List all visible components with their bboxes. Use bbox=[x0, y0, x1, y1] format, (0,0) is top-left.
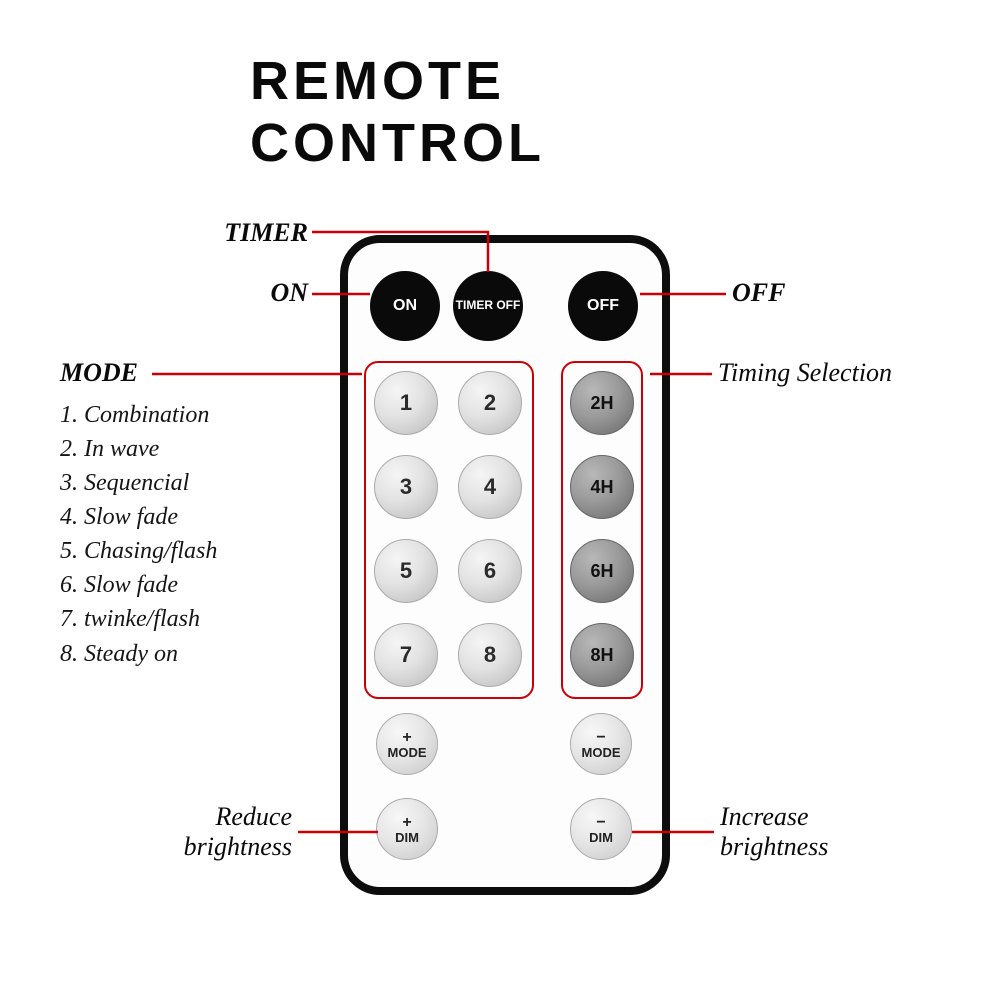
remote-body: ON TIMER OFF OFF 1 2 3 4 5 6 7 8 2H 4H 6… bbox=[340, 235, 670, 895]
mode-list-item: 7. twinke/flash bbox=[60, 602, 217, 636]
off-button[interactable]: OFF bbox=[568, 271, 638, 341]
timing-selection-label: Timing Selection bbox=[718, 358, 892, 388]
mode-list-item: 4. Slow fade bbox=[60, 500, 217, 534]
mode-section-label: MODE bbox=[60, 358, 138, 388]
mode-label: MODE bbox=[388, 746, 427, 759]
off-label: OFF bbox=[732, 278, 785, 308]
minus-icon: − bbox=[596, 815, 605, 831]
plus-icon: + bbox=[402, 730, 411, 746]
mode-list-item: 5. Chasing/flash bbox=[60, 534, 217, 568]
dim-minus-button[interactable]: − DIM bbox=[570, 798, 632, 860]
mode-list: 1. Combination 2. In wave 3. Sequencial … bbox=[60, 398, 217, 671]
mode-list-item: 6. Slow fade bbox=[60, 568, 217, 602]
mode-list-item: 8. Steady on bbox=[60, 637, 217, 671]
dim-plus-button[interactable]: + DIM bbox=[376, 798, 438, 860]
increase-brightness-label: Increase brightness bbox=[720, 802, 828, 862]
mode-minus-button[interactable]: − MODE bbox=[570, 713, 632, 775]
dim-label: DIM bbox=[395, 831, 419, 844]
mode-label: MODE bbox=[582, 746, 621, 759]
mode-plus-button[interactable]: + MODE bbox=[376, 713, 438, 775]
minus-icon: − bbox=[596, 730, 605, 746]
mode-list-item: 1. Combination bbox=[60, 398, 217, 432]
mode-list-item: 3. Sequencial bbox=[60, 466, 217, 500]
timing-group-box bbox=[561, 361, 643, 699]
mode-list-item: 2. In wave bbox=[60, 432, 217, 466]
on-label: ON bbox=[252, 278, 308, 308]
dim-label: DIM bbox=[589, 831, 613, 844]
plus-icon: + bbox=[402, 815, 411, 831]
mode-group-box bbox=[364, 361, 534, 699]
timer-label: TIMER bbox=[198, 218, 308, 248]
reduce-brightness-label: Reduce brightness bbox=[122, 802, 292, 862]
on-button[interactable]: ON bbox=[370, 271, 440, 341]
timer-off-button[interactable]: TIMER OFF bbox=[453, 271, 523, 341]
page-title: REMOTE CONTROL bbox=[250, 50, 750, 174]
